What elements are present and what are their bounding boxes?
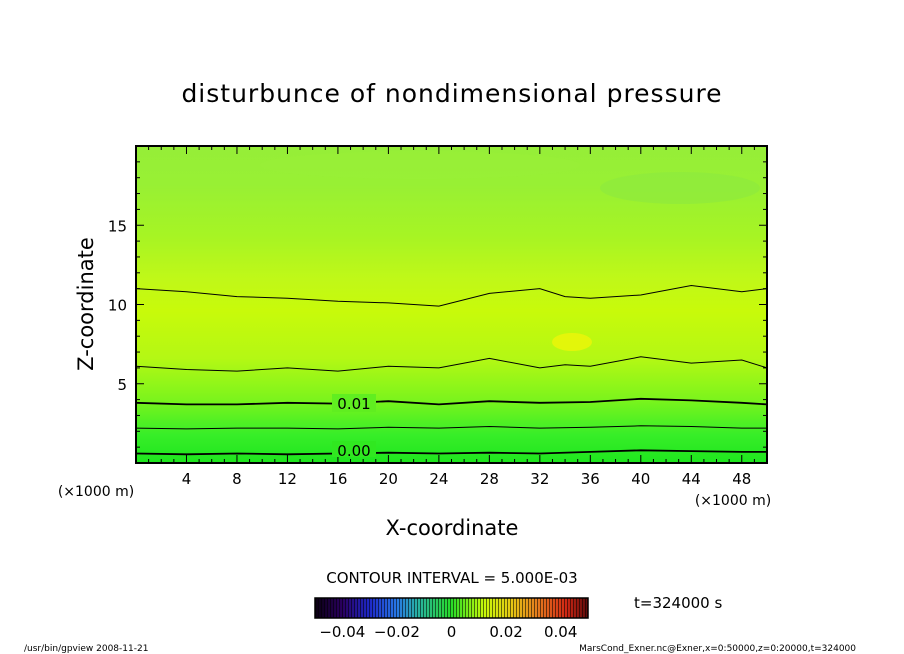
colorbar-tick-label: 0.04 xyxy=(544,623,577,641)
contour-label-0.01: 0.01 xyxy=(332,394,376,413)
x-tick-label: 28 xyxy=(480,470,499,488)
tick-marks xyxy=(136,146,767,463)
x-tick-label: 16 xyxy=(328,470,347,488)
contour-line-0 xyxy=(136,449,767,456)
colorbar-tick-label: −0.04 xyxy=(319,623,365,641)
chart-title: disturbunce of nondimensional pressure xyxy=(181,79,722,108)
x-tick-label: 20 xyxy=(379,470,398,488)
footer-right: MarsCond_Exner.nc@Exner,x=0:50000,z=0:20… xyxy=(579,644,856,654)
contour-interval: CONTOUR INTERVAL = 5.000E-03 xyxy=(326,569,577,587)
x-tick-label: 40 xyxy=(631,470,650,488)
contour-label-0.00: 0.00 xyxy=(332,441,376,460)
x-axis-label: X-coordinate xyxy=(386,516,519,540)
contour-label-text: 0.01 xyxy=(337,395,370,413)
y-tick-label: 5 xyxy=(117,376,127,394)
colorbar-tick-label: −0.02 xyxy=(374,623,420,641)
x-unit-label: (×1000 m) xyxy=(695,493,771,509)
contour-lines xyxy=(136,284,767,456)
y-axis-label: Z-coordinate xyxy=(74,237,98,371)
y-tick-label: 10 xyxy=(108,297,127,315)
contour-line-3 xyxy=(136,356,767,372)
time-label: t=324000 s xyxy=(634,594,722,612)
y-unit-label: (×1000 m) xyxy=(58,484,134,500)
contour-line-4 xyxy=(136,284,767,307)
y-tick-label: 15 xyxy=(108,217,127,235)
x-tick-labels: 4 8 12 16 20 24 28 32 36 40 44 48 xyxy=(182,470,752,488)
x-tick-label: 44 xyxy=(682,470,701,488)
x-tick-label: 4 xyxy=(182,470,192,488)
footer-left: /usr/bin/gpview 2008-11-21 xyxy=(24,644,148,654)
colorbar-tick-label: 0.02 xyxy=(489,623,522,641)
x-tick-label: 8 xyxy=(232,470,242,488)
plot-field xyxy=(136,146,767,463)
contour-label-text: 0.00 xyxy=(337,442,370,460)
colorbar-tick-label: 0 xyxy=(447,623,457,641)
x-tick-label: 48 xyxy=(732,470,751,488)
x-tick-label: 24 xyxy=(429,470,448,488)
x-tick-label: 36 xyxy=(581,470,600,488)
colorbar-tick-labels: −0.04 −0.02 0 0.02 0.04 xyxy=(319,623,577,641)
x-tick-label: 32 xyxy=(530,470,549,488)
colorbar: −0.04 −0.02 0 0.02 0.04 xyxy=(314,597,589,641)
x-tick-label: 12 xyxy=(278,470,297,488)
contour-line-2 xyxy=(136,397,767,406)
contour-line-1 xyxy=(136,425,767,430)
y-tick-labels: 5 10 15 xyxy=(108,217,127,394)
